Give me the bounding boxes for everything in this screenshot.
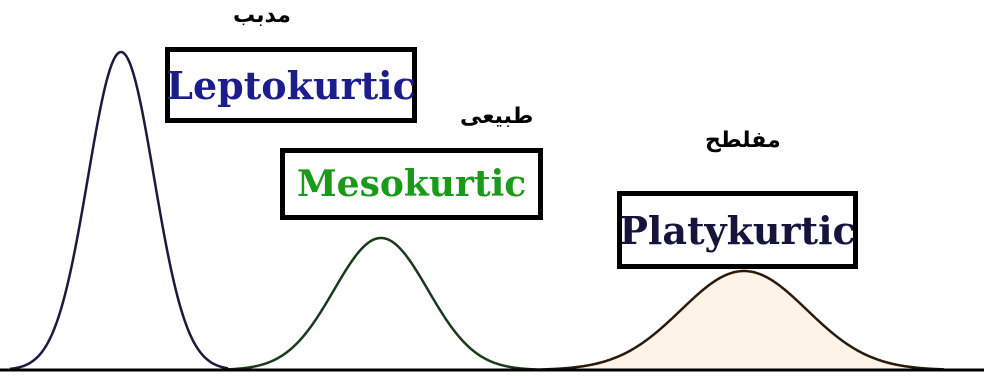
- platykurtic-label-box: Platykurtic: [617, 191, 858, 269]
- platykurtic-curve: [539, 269, 945, 371]
- leptokurtic-label: Leptokurtic: [166, 62, 416, 108]
- mesokurtic-label-box: Mesokurtic: [280, 148, 543, 220]
- platykurtic-arabic-label: مفلطح: [705, 128, 781, 153]
- mesokurtic-label: Mesokurtic: [296, 163, 527, 205]
- leptokurtic-label-box: Leptokurtic: [165, 47, 417, 123]
- leptokurtic-arabic-label: مدبب: [233, 3, 291, 28]
- leptokurtic-curve: [9, 50, 229, 371]
- platykurtic-label: Platykurtic: [619, 207, 856, 253]
- mesokurtic-curve: [227, 236, 541, 371]
- mesokurtic-arabic-label: طبيعى: [460, 104, 534, 129]
